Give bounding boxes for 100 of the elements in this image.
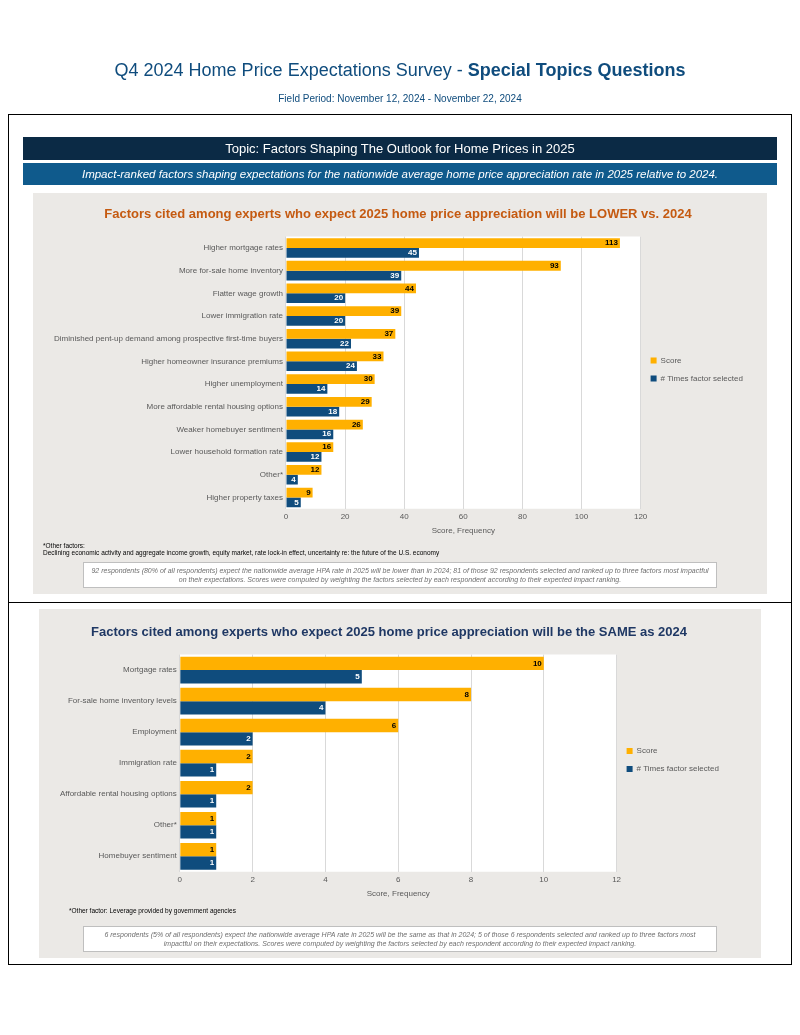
- bar: [180, 701, 326, 715]
- y-tick-label: Flatter wage growth: [212, 288, 283, 298]
- x-axis-title: Score, Frequency: [431, 526, 495, 536]
- data-label: 30: [363, 374, 374, 384]
- data-label: 10: [532, 658, 543, 668]
- data-label: 16: [322, 429, 332, 439]
- bar: [286, 396, 372, 407]
- bar: [286, 465, 322, 475]
- data-label: 4: [291, 474, 297, 484]
- data-label: 2: [246, 751, 252, 761]
- legend-label: # Times factor selected: [636, 764, 719, 774]
- data-label: 5: [294, 497, 300, 507]
- bar: [180, 763, 217, 777]
- data-label: 12: [310, 452, 320, 462]
- chart-title: Factors cited among experts who expect 2025 home price appreciation will be LOWER vs. 2024: [104, 206, 693, 222]
- data-label: 33: [372, 351, 383, 361]
- bar: [180, 687, 472, 702]
- data-label: 8: [464, 689, 470, 699]
- y-tick-label: Lower immigration rate: [201, 311, 284, 321]
- x-tick-label: 12: [612, 874, 622, 884]
- data-label: 20: [334, 293, 344, 303]
- data-label: 1: [209, 845, 215, 855]
- x-tick-label: 120: [633, 511, 648, 521]
- y-tick-label: Other*: [259, 469, 283, 479]
- bar: [180, 719, 399, 733]
- text: Special Topics Questions: [467, 60, 686, 80]
- x-tick-label: 8: [468, 874, 474, 884]
- data-label: 1: [209, 765, 215, 775]
- data-label: 29: [360, 397, 371, 407]
- bar: [180, 670, 362, 684]
- x-tick-label: 20: [340, 511, 351, 521]
- x-tick-label: 10: [539, 874, 549, 884]
- data-label: 18: [328, 406, 338, 416]
- bar: [286, 361, 357, 372]
- data-label: 44: [405, 283, 415, 293]
- data-label: 2: [246, 734, 252, 744]
- x-tick-label: 40: [399, 511, 410, 521]
- data-label: 93: [549, 260, 560, 270]
- y-tick-label: More for-sale home inventory: [178, 265, 283, 275]
- data-label: 22: [340, 338, 350, 348]
- data-label: 39: [390, 270, 400, 280]
- bar: [286, 497, 301, 508]
- text: Field Period: November 12, 2024 - November 22, 2024: [277, 93, 523, 104]
- data-label: 16: [322, 442, 332, 452]
- bar: [286, 374, 375, 385]
- bar: [286, 429, 334, 440]
- y-tick-label: More affordable rental housing options: [146, 401, 283, 411]
- y-tick-label: Mortgage rates: [123, 665, 177, 675]
- data-label: 26: [351, 419, 362, 429]
- y-tick-label: Higher property taxes: [206, 492, 283, 502]
- bar: [180, 825, 217, 839]
- data-label: 9: [306, 487, 312, 497]
- data-label: 6: [391, 720, 397, 730]
- bar: [286, 293, 346, 304]
- x-tick-label: 2: [250, 874, 256, 884]
- data-label: 37: [384, 329, 394, 338]
- x-tick-label: 6: [395, 874, 401, 884]
- y-tick-label: Higher mortgage rates: [203, 243, 283, 253]
- x-tick-label: 4: [323, 874, 329, 884]
- data-label: 24: [346, 361, 356, 371]
- data-label: 1: [209, 858, 215, 868]
- chart-title: Factors cited among experts who expect 2025 home price appreciation will be the SAME as 2024: [90, 624, 688, 640]
- y-tick-label: Weaker homebuyer sentiment: [176, 424, 284, 434]
- bar: [286, 260, 561, 271]
- data-label: 12: [310, 465, 320, 475]
- data-label: 20: [334, 316, 344, 326]
- bar: [286, 384, 328, 394]
- bar: [286, 442, 334, 453]
- y-tick-label: Higher homeowner insurance premiums: [141, 356, 283, 366]
- bar: [180, 843, 217, 857]
- data-label: 4: [318, 703, 324, 713]
- bar: [180, 781, 253, 795]
- data-label: 14: [316, 384, 326, 394]
- bar: [180, 750, 253, 764]
- y-tick-label: For-sale home inventory levels: [67, 696, 177, 706]
- data-label: 39: [390, 306, 400, 316]
- bar: [180, 794, 217, 808]
- y-tick-label: Homebuyer sentiment: [98, 851, 178, 861]
- data-label: 1: [209, 827, 215, 837]
- y-tick-label: Lower household formation rate: [170, 447, 284, 457]
- bar: [286, 247, 419, 258]
- y-tick-label: Diminished pent-up demand among prospective first-time buyers: [54, 333, 283, 343]
- data-label: 1: [209, 796, 215, 806]
- y-tick-label: Employment: [132, 727, 178, 737]
- y-tick-label: Other*: [153, 820, 177, 830]
- data-label: 113: [605, 238, 619, 248]
- text: Impact-ranked factors shaping expectations for the nationwide average home price appreciation rate in 2025 relative to 2024.: [23, 163, 777, 185]
- text: Q4 2024 Home Price Expectations Survey -: [114, 60, 464, 80]
- bar: [180, 732, 253, 746]
- data-label: 45: [408, 248, 418, 258]
- x-tick-label: 0: [283, 511, 289, 521]
- data-label: 5: [355, 672, 361, 682]
- x-axis-title: Score, Frequency: [366, 889, 430, 899]
- y-tick-label: Higher unemployment: [204, 379, 284, 389]
- bar: [180, 812, 217, 826]
- bar: [180, 656, 544, 671]
- bar: [286, 306, 402, 316]
- y-tick-label: Immigration rate: [119, 758, 178, 768]
- bar: [286, 474, 298, 485]
- bar: [286, 328, 396, 339]
